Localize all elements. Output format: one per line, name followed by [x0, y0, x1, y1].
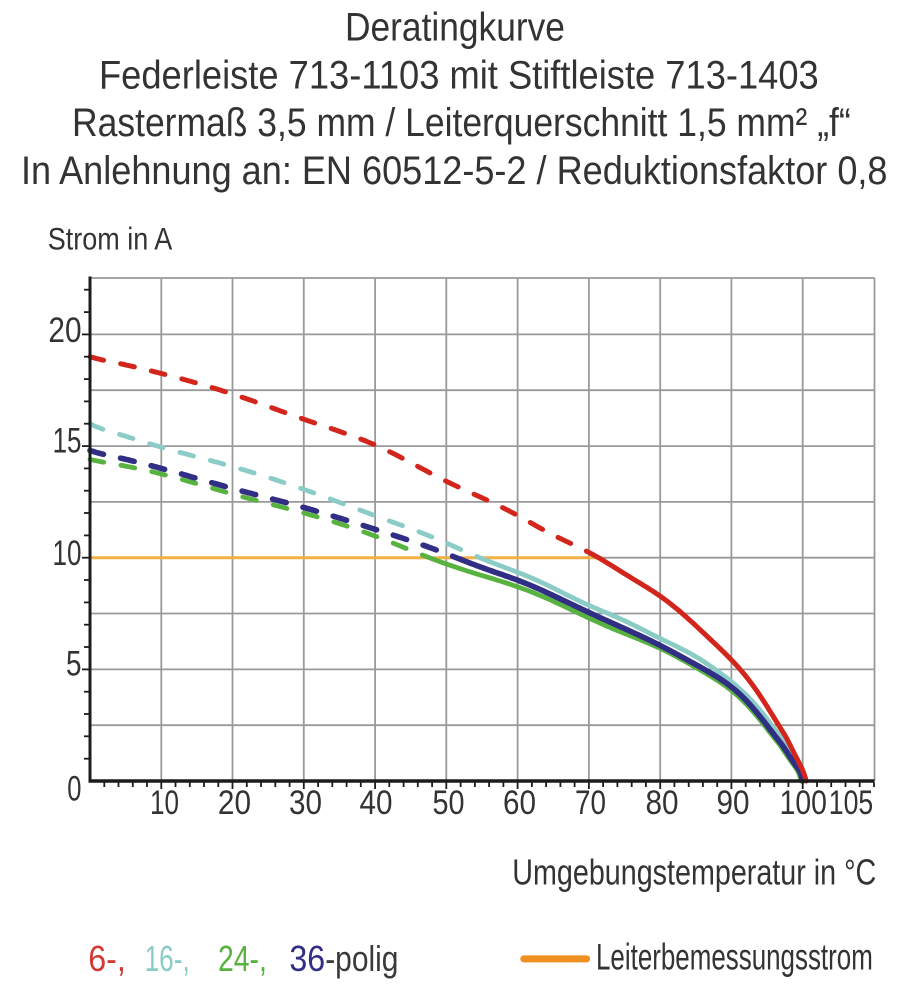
- svg-text:Rastermaß 3,5 mm / Leiterquers: Rastermaß 3,5 mm / Leiterquerschnitt 1,5…: [72, 101, 851, 145]
- svg-text:90: 90: [717, 783, 750, 822]
- svg-text:In Anlehnung an: EN 60512-5-2: In Anlehnung an: EN 60512-5-2 / Reduktio…: [21, 149, 887, 193]
- svg-text:60: 60: [503, 783, 536, 822]
- svg-text:10: 10: [53, 533, 82, 573]
- svg-text:Deratingkurve: Deratingkurve: [345, 4, 565, 49]
- svg-text:15: 15: [53, 421, 82, 461]
- svg-text:50: 50: [433, 783, 465, 822]
- svg-text:0: 0: [67, 770, 81, 809]
- svg-text:20: 20: [48, 311, 81, 350]
- svg-text:6-,: 6-,: [88, 939, 126, 979]
- svg-text:Federleiste 713-1103 mit Stift: Federleiste 713-1103 mit Stiftleiste 713…: [99, 53, 819, 98]
- svg-text:30: 30: [289, 783, 322, 822]
- svg-text:16-,: 16-,: [145, 938, 190, 979]
- svg-text:100: 100: [780, 782, 827, 821]
- svg-text:-polig: -polig: [325, 939, 398, 979]
- svg-text:Leiterbemessungsstrom: Leiterbemessungsstrom: [596, 936, 873, 978]
- svg-text:105: 105: [829, 783, 873, 822]
- svg-text:10: 10: [150, 784, 179, 822]
- svg-text:5: 5: [66, 644, 81, 684]
- svg-text:40: 40: [360, 783, 393, 822]
- svg-text:36: 36: [289, 939, 325, 979]
- svg-text:80: 80: [646, 783, 679, 822]
- svg-text:20: 20: [218, 783, 251, 822]
- svg-text:Strom in A: Strom in A: [48, 221, 173, 256]
- svg-text:24-,: 24-,: [218, 939, 267, 979]
- svg-text:70: 70: [575, 783, 606, 822]
- svg-text:Umgebungstemperatur in °C: Umgebungstemperatur in °C: [512, 851, 876, 892]
